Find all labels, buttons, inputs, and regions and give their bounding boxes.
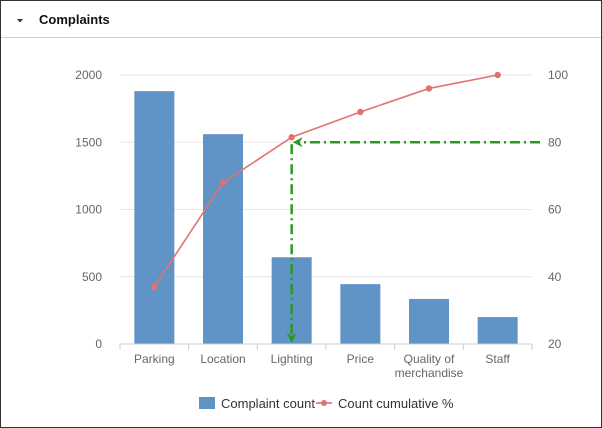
bar[interactable] bbox=[203, 134, 243, 344]
line-point[interactable] bbox=[494, 71, 501, 79]
legend: Complaint count Count cumulative % bbox=[199, 396, 454, 411]
bar[interactable] bbox=[477, 317, 518, 344]
legend-line-marker bbox=[321, 400, 327, 406]
x-tick-label: Lighting bbox=[271, 352, 313, 366]
y-right-tick-label: 80 bbox=[548, 135, 562, 149]
y-left-tick-label: 1000 bbox=[75, 203, 102, 217]
y-right-tick-label: 20 bbox=[548, 337, 562, 351]
x-tick-label: Staff bbox=[485, 352, 510, 366]
bars-layer bbox=[134, 91, 518, 344]
cumulative-line-layer bbox=[151, 71, 501, 291]
bar[interactable] bbox=[409, 298, 449, 344]
annotation-layer bbox=[286, 137, 540, 343]
y-left-tick-label: 1500 bbox=[75, 135, 102, 149]
panel-title: Complaints bbox=[39, 12, 110, 27]
line-point[interactable] bbox=[357, 108, 364, 116]
x-tick-label: Location bbox=[200, 352, 245, 366]
legend-label-complaint-count[interactable]: Complaint count bbox=[221, 396, 315, 411]
legend-label-cumulative[interactable]: Count cumulative % bbox=[338, 396, 454, 411]
y-right-tick-label: 100 bbox=[548, 68, 568, 82]
cumulative-line bbox=[153, 74, 498, 288]
line-point[interactable] bbox=[425, 85, 433, 92]
bar[interactable] bbox=[134, 91, 175, 344]
bar[interactable] bbox=[340, 284, 381, 344]
x-tick-label: Price bbox=[347, 352, 375, 366]
line-point[interactable] bbox=[219, 179, 227, 186]
axis-layer: 0 500 1000 1500 2000 20 40 60 80 100 Parking Locati… bbox=[75, 68, 568, 380]
x-tick-label: Parking bbox=[134, 352, 175, 366]
y-left-tick-label: 0 bbox=[95, 337, 102, 351]
caret-down-icon[interactable] bbox=[13, 14, 27, 26]
y-left-tick-label: 2000 bbox=[75, 68, 102, 82]
x-tick-label: Quality of merchandise bbox=[395, 352, 464, 380]
y-right-tick-label: 60 bbox=[548, 203, 562, 217]
line-point[interactable] bbox=[151, 283, 158, 291]
y-right-tick-label: 40 bbox=[548, 270, 562, 284]
y-left-tick-label: 500 bbox=[82, 270, 102, 284]
panel-header: Complaints bbox=[1, 1, 601, 38]
line-point[interactable] bbox=[288, 134, 295, 141]
legend-bar-swatch[interactable] bbox=[199, 397, 215, 409]
